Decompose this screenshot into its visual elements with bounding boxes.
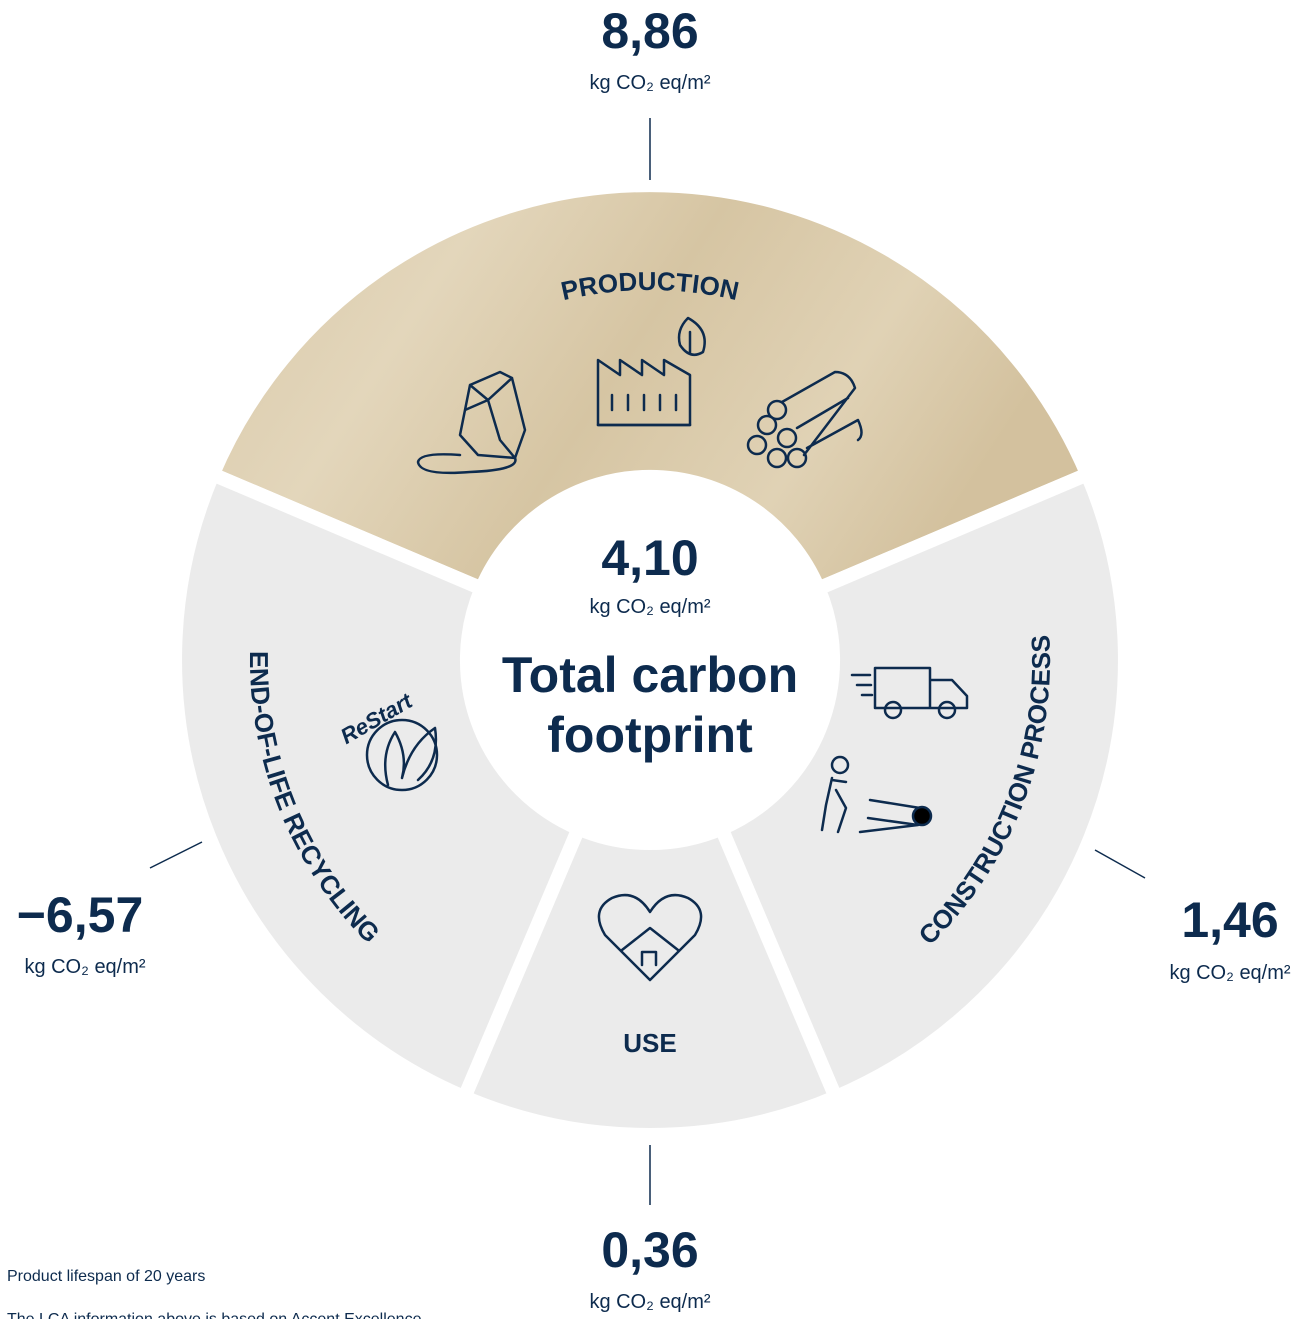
segment-unit: kg CO₂ eq/m² [589, 72, 710, 94]
segment-unit: kg CO₂ eq/m² [1169, 962, 1290, 984]
segment-label: USE [623, 1028, 676, 1058]
leader-line [1095, 850, 1145, 878]
leader-line [150, 842, 202, 868]
segment-value: 1,46 [1181, 892, 1278, 948]
center-unit: kg CO₂ eq/m² [589, 596, 710, 618]
center-title: Total carbon [502, 647, 798, 703]
segment-value: −6,57 [17, 887, 144, 943]
segment-unit: kg CO₂ eq/m² [589, 1291, 710, 1313]
infographic: 4,10 kg CO₂ eq/m² Total carbon footprint… [0, 0, 1304, 1319]
center-value: 4,10 [601, 530, 698, 586]
center-title: footprint [547, 707, 753, 763]
segment-value: 0,36 [601, 1222, 698, 1278]
segment-value: 8,86 [601, 3, 698, 59]
footnote: The LCA information above is based on Ac… [7, 1311, 422, 1319]
segment-unit: kg CO₂ eq/m² [24, 956, 145, 978]
footnote: Product lifespan of 20 years [7, 1268, 205, 1285]
